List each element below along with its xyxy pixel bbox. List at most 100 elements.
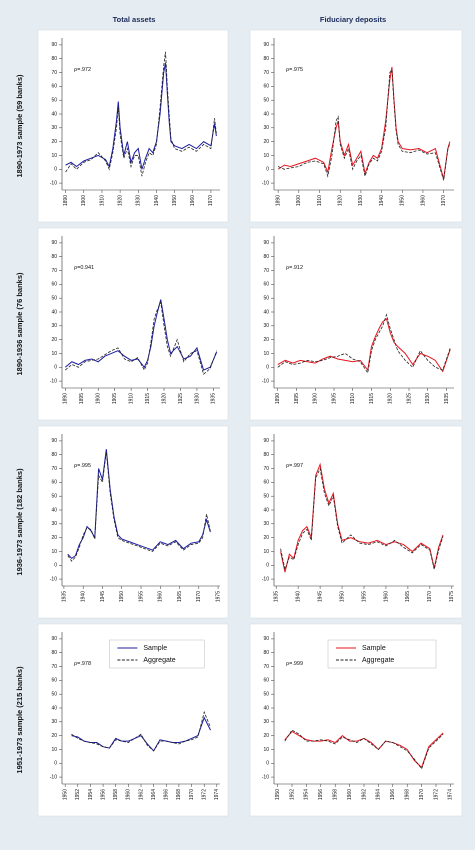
y-tick-label: 20 [51, 337, 57, 343]
y-tick-label: 70 [51, 466, 57, 472]
x-tick-label: 1910 [128, 393, 134, 404]
annotation: ρ=.997 [286, 463, 303, 469]
x-tick-label: 1920 [161, 393, 167, 404]
x-tick-label: 1956 [100, 789, 106, 800]
x-tick-label: 1895 [79, 393, 85, 404]
y-tick-label: -10 [50, 774, 57, 780]
x-tick-label: 1962 [138, 789, 144, 800]
y-tick-label: 90 [263, 240, 269, 246]
y-tick-label: 50 [263, 494, 269, 500]
y-tick-label: 0 [54, 365, 57, 371]
x-tick-label: 1890 [63, 393, 69, 404]
y-tick-label: 20 [263, 535, 269, 541]
x-tick-label: 1955 [361, 591, 367, 602]
y-tick-label: 90 [51, 636, 57, 642]
x-tick-label: 1900 [81, 195, 87, 206]
legend-box [327, 639, 437, 669]
x-tick-label: 1952 [289, 789, 295, 800]
x-tick-label: 1956 [318, 789, 324, 800]
y-tick-label: 60 [51, 480, 57, 486]
row-title: 1890-1973 sample (59 banks) [15, 74, 24, 177]
series-line [65, 62, 217, 170]
y-tick-label: 40 [263, 705, 269, 711]
row-title: 1951-1973 sample (215 banks) [15, 666, 24, 774]
y-tick-label: 40 [263, 111, 269, 117]
y-tick-label: 60 [263, 282, 269, 288]
annotation: ρ=.912 [286, 265, 303, 271]
legend-label: Aggregate [362, 657, 394, 664]
series-line [280, 462, 444, 573]
x-tick-label: 1910 [317, 195, 323, 206]
y-tick-label: 20 [263, 733, 269, 739]
x-tick-label: 1958 [113, 789, 119, 800]
series-line [277, 66, 451, 180]
y-tick-label: 50 [51, 296, 57, 302]
series-line [277, 68, 451, 181]
y-tick-label: 10 [263, 153, 269, 159]
x-tick-label: 1920 [338, 195, 344, 206]
x-tick-label: 1955 [138, 591, 144, 602]
x-tick-label: 1966 [164, 789, 170, 800]
y-tick-label: 30 [51, 323, 57, 329]
annotation: ρ=.975 [286, 67, 303, 73]
x-tick-label: 1950 [62, 789, 68, 800]
x-tick-label: 1952 [75, 789, 81, 800]
column-title: Total assets [113, 15, 156, 24]
x-tick-label: 1970 [208, 195, 214, 206]
y-tick-label: 80 [51, 254, 57, 260]
y-tick-label: 20 [51, 535, 57, 541]
y-tick-label: 80 [263, 452, 269, 458]
x-tick-label: 1910 [350, 393, 356, 404]
x-tick-label: 1900 [296, 195, 302, 206]
x-tick-label: 1925 [406, 393, 412, 404]
panel [249, 425, 463, 619]
x-tick-label: 1960 [158, 591, 164, 602]
y-tick-label: 20 [263, 139, 269, 145]
x-tick-label: 1915 [145, 393, 151, 404]
x-tick-label: 1900 [96, 393, 102, 404]
y-tick-label: 40 [51, 111, 57, 117]
x-tick-label: 1970 [196, 591, 202, 602]
x-tick-label: 1930 [194, 393, 200, 404]
y-tick-label: 80 [263, 254, 269, 260]
x-tick-label: 1968 [405, 789, 411, 800]
x-tick-label: 1960 [420, 195, 426, 206]
y-tick-label: 70 [263, 466, 269, 472]
y-tick-label: 0 [266, 167, 269, 173]
x-tick-label: 1905 [331, 393, 337, 404]
y-tick-label: 10 [51, 747, 57, 753]
x-tick-label: 1960 [126, 789, 132, 800]
series-line [65, 51, 217, 177]
y-tick-label: 60 [51, 282, 57, 288]
y-tick-label: 20 [51, 139, 57, 145]
x-tick-label: 1975 [449, 591, 455, 602]
y-tick-label: 70 [51, 70, 57, 76]
x-tick-label: 1940 [379, 195, 385, 206]
y-tick-label: 60 [263, 480, 269, 486]
y-tick-label: 40 [263, 507, 269, 513]
y-tick-label: -10 [262, 378, 269, 384]
y-tick-label: 50 [51, 98, 57, 104]
x-tick-label: 1962 [361, 789, 367, 800]
x-tick-label: 1935 [211, 393, 217, 404]
series-line [71, 710, 211, 752]
x-tick-label: 1972 [433, 789, 439, 800]
y-tick-label: -10 [50, 180, 57, 186]
x-tick-label: 1920 [388, 393, 394, 404]
y-tick-label: 30 [51, 521, 57, 527]
x-tick-label: 1930 [136, 195, 142, 206]
panel [37, 425, 229, 619]
y-tick-label: 90 [51, 42, 57, 48]
x-tick-label: 1890 [275, 393, 281, 404]
y-tick-label: 40 [51, 705, 57, 711]
y-tick-label: 10 [263, 549, 269, 555]
y-tick-label: 50 [263, 98, 269, 104]
x-tick-label: 1970 [441, 195, 447, 206]
y-tick-label: 70 [263, 664, 269, 670]
series-line [277, 318, 451, 373]
x-tick-label: 1965 [405, 591, 411, 602]
x-tick-label: 1950 [119, 591, 125, 602]
y-tick-label: 90 [51, 240, 57, 246]
panel [37, 29, 229, 223]
y-tick-label: 90 [263, 636, 269, 642]
